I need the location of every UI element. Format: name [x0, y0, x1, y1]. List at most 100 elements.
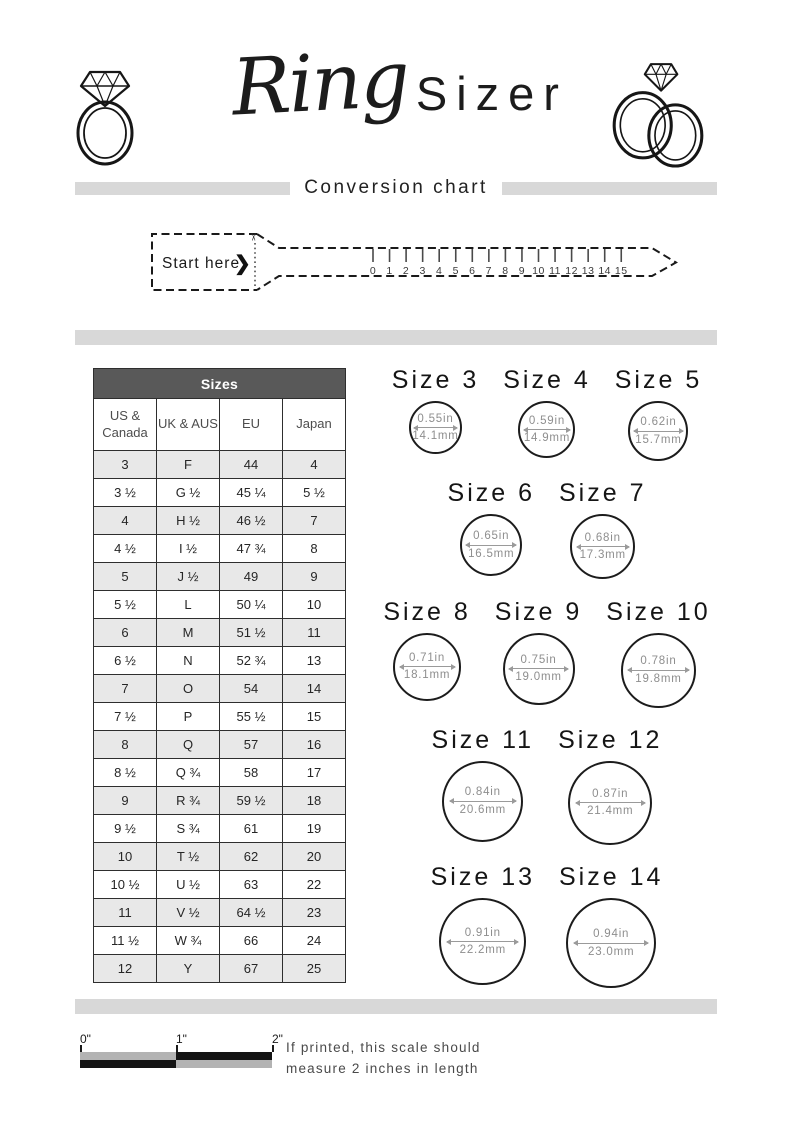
ring-size-item: Size 11 0.84in 20.6mm [432, 726, 535, 842]
ring-size-label: Size 7 [559, 479, 647, 508]
size-cell: 8 [93, 730, 157, 759]
ring-size-label: Size 5 [614, 366, 703, 394]
inch-tick [80, 1045, 82, 1052]
diameter-annotation: 0.94in 23.0mm [568, 927, 654, 959]
size-cell: 59 ½ [219, 786, 283, 815]
size-cell: 52 ¾ [219, 646, 283, 675]
size-cell: 11 ½ [93, 926, 157, 955]
size-cell: M [156, 618, 220, 647]
ruler-number: 8 [502, 265, 508, 277]
size-cell: 20 [282, 842, 346, 871]
diameter-arrow-icon [465, 542, 518, 549]
ring-size-label: Size 11 [431, 725, 535, 754]
size-cell: 66 [219, 926, 283, 955]
ruler-number: 9 [519, 265, 525, 277]
ring-diameter-circle: 0.55in 14.1mm [409, 401, 462, 454]
ring-diameter-circle: 0.78in 19.8mm [620, 632, 696, 708]
ring-diameter-circle: 0.84in 20.6mm [442, 760, 524, 842]
ruler-number: 3 [419, 265, 425, 277]
inches-value: 0.59in [528, 414, 566, 427]
millimeters-value: 22.2mm [459, 944, 506, 956]
inch-label: 0" [80, 1032, 91, 1046]
diamond-ring-icon [70, 64, 140, 168]
size-cell: 5 [93, 562, 157, 591]
table-row: 12 Y 67 25 [93, 954, 346, 983]
size-cell: U ½ [156, 870, 220, 899]
circle-row: Size 6 0.65in 16.5mm Size 7 0.68in 17.3mm [362, 479, 732, 580]
inches-value: 0.94in [593, 928, 630, 941]
millimeters-value: 16.5mm [468, 547, 515, 560]
size-cell: Q ¾ [156, 758, 220, 787]
size-cell: 8 [282, 534, 346, 563]
scale-segment [80, 1060, 176, 1068]
size-cell: 11 [282, 618, 346, 647]
diameter-arrow-icon [508, 665, 570, 672]
ruler-number: 1 [386, 265, 392, 277]
size-cell: P [156, 702, 220, 731]
size-cell: 9 [282, 562, 346, 591]
millimeters-value: 15.7mm [635, 433, 682, 446]
ruler-number: 15 [615, 265, 628, 277]
divider-bar-top [75, 330, 717, 345]
size-cell: G ½ [156, 478, 220, 507]
ring-size-label: Size 13 [430, 863, 535, 891]
size-cell: 5 ½ [282, 478, 346, 507]
size-cell: 17 [282, 758, 346, 787]
column-header: US & Canada [93, 398, 157, 451]
ring-size-item: Size 14 0.94in 23.0mm [559, 863, 663, 988]
ring-size-item: Size 13 0.91in 22.2mm [431, 863, 535, 985]
size-cell: 45 ¼ [219, 478, 283, 507]
size-cell: 4 [282, 450, 346, 479]
size-cell: 55 ½ [219, 702, 283, 731]
circle-row: Size 11 0.84in 20.6mm Size 12 0.87in 21.4mm [362, 726, 732, 845]
diameter-annotation: 0.68in 17.3mm [572, 531, 633, 563]
size-cell: 14 [282, 674, 346, 703]
print-instruction-line: measure 2 inches in length [286, 1060, 479, 1076]
size-cell: J ½ [156, 562, 220, 591]
ring-diameter-circle: 0.71in 18.1mm [393, 632, 462, 701]
size-cell: 64 ½ [219, 898, 283, 927]
millimeters-value: 21.4mm [587, 805, 634, 818]
subtitle-text: Conversion chart [304, 177, 488, 198]
size-cell: 61 [219, 814, 283, 843]
size-cell: 10 [93, 842, 157, 871]
diameter-arrow-icon [633, 428, 684, 434]
subtitle-left-bar [75, 181, 291, 195]
ring-size-item: Size 9 0.75in 19.0mm [495, 598, 582, 705]
ruler-number: 7 [486, 265, 492, 277]
diameter-annotation: 0.71in 18.1mm [395, 651, 459, 683]
ring-size-label: Size 3 [391, 366, 480, 394]
size-conversion-table: Sizes US & Canada UK & AUS EU Japan 3 F 44 4 3 … [93, 368, 346, 983]
ruler-number: 10 [532, 265, 545, 277]
diameter-arrow-icon [626, 667, 691, 673]
diameter-arrow-icon [575, 543, 631, 550]
ring-size-item: Size 5 0.62in 15.7mm [615, 366, 702, 461]
title-plain-word: Sizer [415, 67, 568, 120]
diameter-annotation: 0.62in 15.7mm [630, 415, 686, 447]
size-cell: 18 [282, 786, 346, 815]
subtitle-right-bar [501, 181, 717, 195]
size-cell: 15 [282, 702, 346, 731]
ring-size-item: Size 8 0.71in 18.1mm [383, 598, 470, 701]
ring-diameter-circle: 0.91in 22.2mm [439, 898, 527, 985]
size-cell: 8 ½ [93, 758, 157, 787]
divider-bar-bottom [75, 999, 717, 1014]
table-row: 11 V ½ 64 ½ 23 [93, 898, 346, 927]
diameter-arrow-icon [574, 799, 646, 806]
ring-size-item: Size 4 0.59in 14.9mm [503, 366, 590, 458]
inches-value: 0.71in [408, 651, 446, 664]
ring-size-label: Size 9 [494, 597, 583, 626]
millimeters-value: 19.8mm [635, 672, 682, 685]
ring-size-item: Size 10 0.78in 19.8mm [606, 598, 710, 708]
millimeters-value: 14.1mm [412, 430, 459, 442]
scale-segment [176, 1060, 272, 1068]
scale-segment [176, 1052, 272, 1060]
ring-size-item: Size 7 0.68in 17.3mm [559, 479, 647, 580]
size-cell: 23 [282, 898, 346, 927]
table-row: 8 Q 57 16 [93, 730, 346, 759]
ring-size-item: Size 6 0.65in 16.5mm [448, 479, 535, 577]
